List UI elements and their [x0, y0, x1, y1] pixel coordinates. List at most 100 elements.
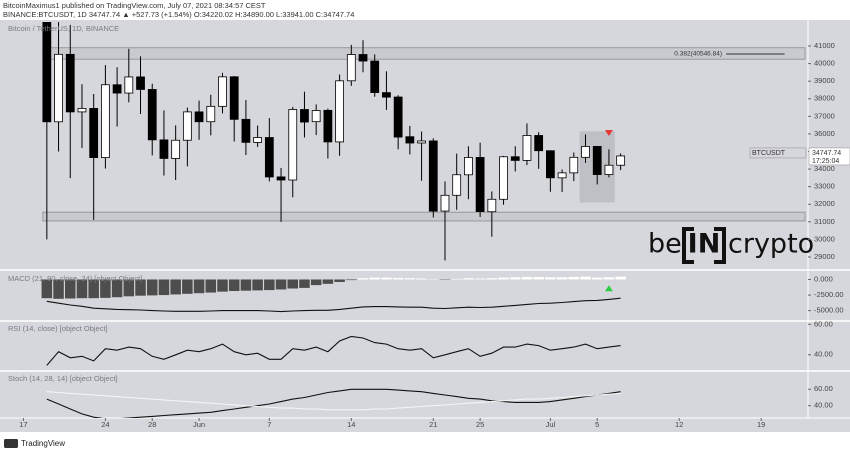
candle-body: [417, 140, 426, 144]
y-tick-label: 60.00: [814, 384, 833, 393]
histogram-bar: [603, 277, 615, 280]
indicator-pane: [46, 335, 621, 366]
x-tick-label: 5: [595, 420, 599, 429]
indicator-pane: [46, 388, 621, 418]
candle-body: [464, 157, 473, 176]
candle-body: [311, 110, 321, 123]
candle-body: [545, 150, 555, 179]
last-price-symbol-box: [749, 147, 807, 159]
candle-body: [428, 140, 438, 212]
y-tick-label: 39000: [814, 76, 835, 85]
histogram-bar: [217, 279, 228, 292]
histogram-bar: [346, 279, 357, 281]
y-tick-label: 33000: [814, 182, 835, 191]
histogram-bar: [287, 279, 299, 289]
y-tick-label: 40.00: [814, 401, 833, 410]
price-pane: 0.382(40546.84): [42, 22, 806, 261]
candle-body: [487, 198, 497, 213]
y-tick-label: 29000: [814, 252, 835, 261]
histogram-bar: [252, 279, 263, 291]
x-tick-label: 7: [267, 420, 271, 429]
histogram-bar: [322, 279, 334, 284]
histogram-bar: [264, 279, 275, 291]
candle-body: [171, 139, 181, 159]
candle-body: [89, 108, 99, 158]
y-tick-label: 60.00: [814, 319, 833, 328]
watermark-middle: IN: [688, 229, 721, 260]
candle-body: [147, 89, 157, 141]
candle-body: [581, 146, 590, 158]
histogram-bar: [193, 279, 205, 294]
last-price-symbol: BTCUSDT: [752, 150, 786, 157]
x-tick-label: 21: [429, 420, 437, 429]
x-tick-label: 24: [101, 420, 109, 429]
y-tick-label: 38000: [814, 94, 835, 103]
last-price-value: 34747.74: [812, 150, 841, 157]
candle-body: [253, 137, 263, 143]
candle-body: [65, 53, 75, 113]
x-tick-label: 12: [675, 420, 683, 429]
candle-body: [557, 172, 567, 179]
histogram-bar: [451, 278, 462, 280]
candle-body: [241, 118, 251, 143]
histogram-bar: [135, 279, 146, 296]
y-tick-label: 40.00: [814, 350, 833, 359]
y-tick-label: 31000: [814, 217, 835, 226]
watermark-left: be: [648, 229, 682, 260]
candle-body: [77, 108, 87, 113]
candle-body: [323, 109, 333, 143]
histogram-bar: [299, 279, 310, 288]
histogram-bar: [404, 278, 416, 280]
histogram-bar: [369, 277, 380, 280]
x-tick-label: 25: [476, 420, 484, 429]
candle-body: [382, 92, 391, 98]
candle-body: [475, 157, 485, 212]
logo-text: TradingView: [21, 439, 65, 448]
candle-body: [182, 111, 192, 141]
histogram-bar: [545, 277, 556, 280]
histogram-bar: [509, 277, 521, 280]
histogram-bar: [158, 279, 170, 296]
watermark: be IN crypto: [648, 225, 814, 266]
x-tick-label: 28: [148, 420, 156, 429]
histogram-bar: [205, 279, 217, 293]
fib-label: 0.382(40546.84): [674, 51, 722, 58]
candle-body: [358, 54, 368, 62]
x-tick-label: Jul: [546, 420, 556, 429]
histogram-bar: [76, 279, 88, 299]
histogram-bar: [182, 279, 193, 294]
histogram-bar: [416, 278, 427, 280]
candle-body: [194, 111, 204, 123]
candle-body: [405, 136, 415, 144]
publisher-line: BitcoinMaximus1 published on TradingView…: [3, 1, 266, 10]
signal-arrow: [604, 130, 613, 137]
candle-body: [300, 109, 309, 123]
histogram-bar: [123, 279, 135, 297]
candle-body: [616, 155, 626, 166]
indicator-line: [46, 297, 621, 313]
y-tick-label: 30000: [814, 234, 835, 243]
y-tick-label: 0.000: [814, 274, 833, 283]
candle-body: [288, 109, 298, 181]
y-tick-label: -2500.00: [814, 290, 844, 299]
candle-body: [604, 164, 614, 175]
y-tick-label: 37000: [814, 111, 835, 120]
candle-body: [335, 80, 344, 143]
candle-body: [393, 96, 403, 138]
histogram-bar: [556, 277, 568, 280]
candle-body: [569, 156, 579, 174]
x-tick-label: Jun: [193, 420, 205, 429]
histogram-bar: [392, 277, 404, 280]
candle-body: [206, 105, 216, 123]
watermark-gap: [694, 225, 714, 266]
zone-box: [42, 211, 806, 222]
y-tick-label: 36000: [814, 129, 835, 138]
y-tick-label: 40000: [814, 59, 835, 68]
histogram-bar: [228, 279, 240, 292]
indicator-line: [46, 391, 621, 411]
candle-body: [440, 194, 450, 212]
histogram-bar: [240, 279, 252, 291]
macd-pane: [41, 276, 626, 313]
candle-body: [510, 156, 520, 161]
